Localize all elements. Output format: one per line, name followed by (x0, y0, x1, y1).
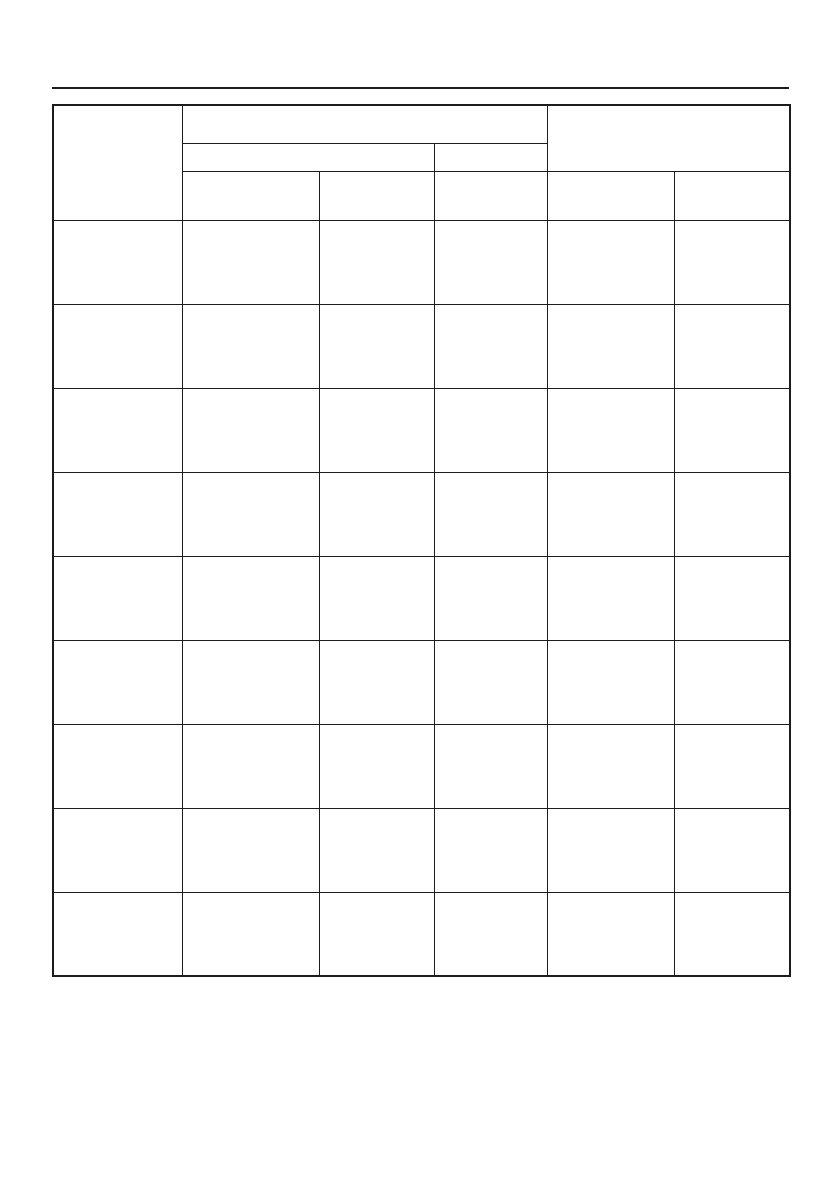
table-cell (318, 807, 435, 893)
table-row (52, 555, 791, 641)
table-cell (318, 555, 435, 641)
header-group-a-cell (181, 104, 548, 144)
table-cell (673, 387, 791, 473)
table-cell (433, 807, 548, 893)
table-row (52, 303, 791, 389)
table-cell (181, 807, 320, 893)
table-cell (52, 891, 183, 977)
table-cell (433, 639, 548, 725)
table-row (52, 891, 791, 977)
table-cell (181, 723, 320, 809)
table-cell (52, 555, 183, 641)
table-cell (546, 555, 675, 641)
table-cell (546, 891, 675, 977)
header-subgroup-a2-cell (433, 142, 548, 172)
header-leaf-cell-2 (318, 170, 435, 221)
table-cell (546, 303, 675, 389)
table-cell (52, 723, 183, 809)
header-leaf-cell-1 (181, 170, 320, 221)
table-row (52, 723, 791, 809)
table-cell (181, 639, 320, 725)
table-cell (673, 555, 791, 641)
table-row (52, 807, 791, 893)
table-row (52, 219, 791, 305)
table-cell (673, 303, 791, 389)
table-cell (52, 639, 183, 725)
table-cell (433, 387, 548, 473)
table-row (52, 471, 791, 557)
table-cell (433, 555, 548, 641)
table-cell (546, 471, 675, 557)
table-cell (433, 723, 548, 809)
table-cell (318, 723, 435, 809)
table-cell (318, 891, 435, 977)
table-cell (546, 723, 675, 809)
table-cell (181, 891, 320, 977)
table-cell (318, 303, 435, 389)
table-cell (52, 387, 183, 473)
header-leaf-cell-3 (433, 170, 548, 221)
table-cell (181, 387, 320, 473)
header-group-b-cell (546, 104, 791, 172)
table-cell (52, 303, 183, 389)
blank-data-table (52, 104, 792, 977)
header-leaf-cell-4 (546, 170, 675, 221)
table-cell (673, 639, 791, 725)
table-cell (433, 219, 548, 305)
table-cell (546, 387, 675, 473)
table-cell (673, 891, 791, 977)
table-row (52, 387, 791, 473)
table-cell (181, 303, 320, 389)
table-cell (673, 219, 791, 305)
table-cell (318, 387, 435, 473)
table-cell (52, 219, 183, 305)
table-cell (52, 807, 183, 893)
table-cell (181, 471, 320, 557)
header-leaf-cell-5 (673, 170, 791, 221)
table-cell (318, 219, 435, 305)
table-cell (181, 555, 320, 641)
header-stub-cell (52, 104, 183, 221)
table-cell (546, 639, 675, 725)
header-subgroup-a1-cell (181, 142, 435, 172)
table-cell (546, 807, 675, 893)
table-cell (433, 891, 548, 977)
top-rule-divider (52, 87, 789, 89)
table-cell (52, 471, 183, 557)
table-cell (181, 219, 320, 305)
table-cell (673, 807, 791, 893)
table-cell (673, 471, 791, 557)
table-cell (433, 303, 548, 389)
table-body (52, 219, 791, 977)
table-cell (673, 723, 791, 809)
table-header (52, 104, 791, 221)
table-row (52, 639, 791, 725)
table-cell (318, 639, 435, 725)
table-cell (433, 471, 548, 557)
table-cell (318, 471, 435, 557)
table-cell (546, 219, 675, 305)
